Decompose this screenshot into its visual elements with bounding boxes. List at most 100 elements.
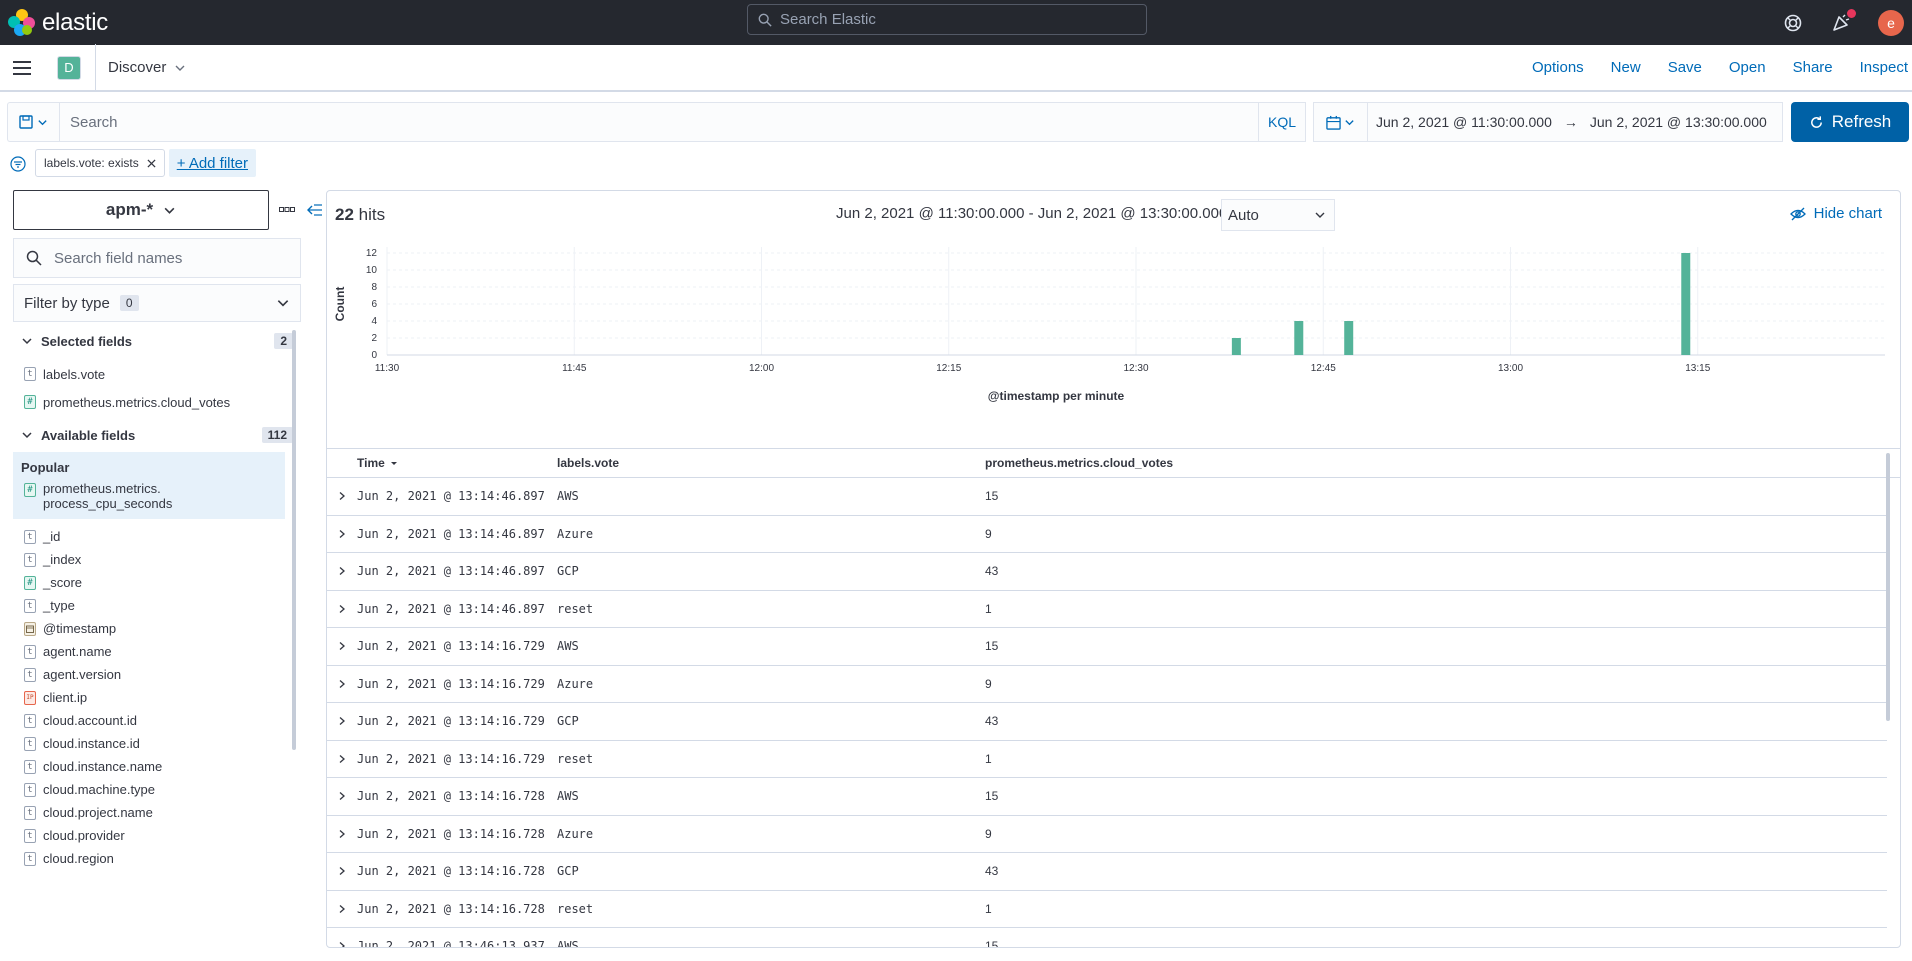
field-item[interactable]: t cloud.provider <box>13 824 298 847</box>
cell-time: Jun 2, 2021 @ 13:14:16.729 <box>357 751 545 766</box>
expand-row-icon[interactable] <box>327 941 357 947</box>
field-item[interactable]: @timestamp <box>13 617 298 640</box>
expand-row-icon[interactable] <box>327 529 357 539</box>
global-search-input[interactable]: Search Elastic <box>747 4 1147 35</box>
collapse-sidebar-icon[interactable] <box>307 203 323 217</box>
expand-row-icon[interactable] <box>327 604 357 614</box>
field-sidebar: apm-* Search field names Filter by type … <box>13 190 322 961</box>
open-link[interactable]: Open <box>1728 59 1766 76</box>
field-item[interactable]: t agent.version <box>13 663 298 686</box>
filter-options-icon[interactable] <box>10 156 26 172</box>
share-link[interactable]: Share <box>1792 59 1833 76</box>
field-item[interactable]: # prometheus.metrics.cloud_votes <box>13 388 298 416</box>
start-date[interactable]: Jun 2, 2021 @ 11:30:00.000 <box>1376 114 1552 130</box>
table-row[interactable]: Jun 2, 2021 @ 13:14:16.729 AWS 15 <box>327 628 1887 666</box>
query-language-button[interactable]: KQL <box>1259 102 1306 142</box>
table-row[interactable]: Jun 2, 2021 @ 13:14:16.728 reset 1 <box>327 891 1887 928</box>
expand-row-icon[interactable] <box>327 904 357 914</box>
hide-chart-button[interactable]: Hide chart <box>1789 205 1882 222</box>
expand-row-icon[interactable] <box>327 754 357 764</box>
menu-toggle-button[interactable] <box>0 44 44 91</box>
field-item[interactable]: t cloud.machine.type <box>13 778 298 801</box>
user-avatar[interactable]: e <box>1878 9 1904 36</box>
help-icon[interactable] <box>1782 12 1804 34</box>
cell-cloud-votes: 15 <box>985 639 999 654</box>
field-item[interactable]: # _score <box>13 571 298 594</box>
interval-select[interactable]: Auto <box>1221 199 1335 231</box>
query-input[interactable]: Search <box>59 102 1259 142</box>
newsfeed-icon[interactable] <box>1830 8 1856 34</box>
cell-labels-vote: Azure <box>557 526 594 541</box>
table-row[interactable]: Jun 2, 2021 @ 13:14:46.897 reset 1 <box>327 591 1887 628</box>
field-item[interactable]: # prometheus.metrics. process_cpu_second… <box>13 481 285 511</box>
table-row[interactable]: Jun 2, 2021 @ 13:14:16.728 GCP 43 <box>327 853 1887 891</box>
calendar-icon <box>1326 115 1341 130</box>
index-pattern-selector[interactable]: apm-* <box>13 190 269 230</box>
string-type-icon: t <box>24 736 36 751</box>
table-row[interactable]: Jun 2, 2021 @ 13:14:16.728 AWS 15 <box>327 778 1887 816</box>
field-search-input[interactable]: Search field names <box>13 238 301 278</box>
column-header-time[interactable]: Time <box>357 456 557 470</box>
table-row[interactable]: Jun 2, 2021 @ 13:14:16.729 Azure 9 <box>327 666 1887 703</box>
table-scrollbar[interactable] <box>1886 453 1890 721</box>
expand-row-icon[interactable] <box>327 566 357 576</box>
elastic-logo[interactable]: elastic <box>8 8 108 37</box>
new-link[interactable]: New <box>1610 59 1641 76</box>
chevron-down-icon <box>22 432 32 439</box>
filter-pill[interactable]: labels.vote: exists <box>35 149 165 177</box>
date-picker[interactable]: Jun 2, 2021 @ 11:30:00.000 → Jun 2, 2021… <box>1313 102 1783 142</box>
field-item[interactable]: t cloud.project.name <box>13 801 298 824</box>
chart-time-range: Jun 2, 2021 @ 11:30:00.000 - Jun 2, 2021… <box>836 205 1228 222</box>
table-row[interactable]: Jun 2, 2021 @ 13:14:16.729 GCP 43 <box>327 703 1887 741</box>
options-link[interactable]: Options <box>1531 59 1584 76</box>
quick-select-button[interactable] <box>1314 103 1368 141</box>
available-fields-header[interactable]: Available fields 112 <box>13 422 298 448</box>
query-bar: Search KQL Jun 2, 2021 @ 11:30:00.000 → … <box>7 102 1910 142</box>
expand-row-icon[interactable] <box>327 791 357 801</box>
field-item[interactable]: t _id <box>13 525 298 548</box>
table-row[interactable]: Jun 2, 2021 @ 13:14:16.728 Azure 9 <box>327 816 1887 853</box>
cell-labels-vote: AWS <box>557 639 579 654</box>
number-type-icon: # <box>24 395 36 409</box>
column-header-cloud-votes[interactable]: prometheus.metrics.cloud_votes <box>985 456 1174 470</box>
space-selector[interactable]: D <box>57 55 81 80</box>
inspect-link[interactable]: Inspect <box>1859 59 1908 76</box>
breadcrumb[interactable]: Discover <box>108 59 186 76</box>
field-item[interactable]: t agent.name <box>13 640 298 663</box>
refresh-button[interactable]: Refresh <box>1791 102 1909 142</box>
selected-fields-header[interactable]: Selected fields 2 <box>13 328 298 354</box>
field-item[interactable]: t cloud.instance.id <box>13 732 298 755</box>
table-row[interactable]: Jun 2, 2021 @ 13:14:16.729 reset 1 <box>327 741 1887 778</box>
available-fields-list: t _id t _index # _score t _type @timestamp t agent… <box>13 525 298 870</box>
cell-cloud-votes: 43 <box>985 564 999 579</box>
more-options-icon[interactable] <box>279 207 295 213</box>
expand-row-icon[interactable] <box>327 866 357 876</box>
sidebar-scrollbar[interactable] <box>292 330 296 750</box>
column-header-labels-vote[interactable]: labels.vote <box>557 456 620 470</box>
field-item[interactable]: t cloud.account.id <box>13 709 298 732</box>
expand-row-icon[interactable] <box>327 679 357 689</box>
field-item[interactable]: t cloud.instance.name <box>13 755 298 778</box>
saved-query-button[interactable] <box>7 102 59 142</box>
end-date[interactable]: Jun 2, 2021 @ 13:30:00.000 <box>1589 114 1767 130</box>
field-item[interactable]: t cloud.region <box>13 847 298 870</box>
table-row[interactable]: Jun 2, 2021 @ 13:14:46.897 GCP 43 <box>327 553 1887 591</box>
expand-row-icon[interactable] <box>327 829 357 839</box>
save-link[interactable]: Save <box>1667 59 1702 76</box>
field-item[interactable]: t _type <box>13 594 298 617</box>
table-row[interactable]: Jun 2, 2021 @ 13:14:46.897 AWS 15 <box>327 478 1887 516</box>
histogram-bar <box>1344 321 1354 355</box>
sort-down-icon[interactable] <box>390 459 398 467</box>
expand-row-icon[interactable] <box>327 716 357 726</box>
field-item[interactable]: t labels.vote <box>13 360 298 388</box>
close-icon[interactable] <box>147 158 156 168</box>
expand-row-icon[interactable] <box>327 491 357 501</box>
field-item[interactable]: t _index <box>13 548 298 571</box>
table-row[interactable]: Jun 2, 2021 @ 13:46:13.937 AWS 15 <box>327 928 1887 947</box>
field-item[interactable]: IP client.ip <box>13 686 298 709</box>
string-type-icon: t <box>24 782 36 797</box>
expand-row-icon[interactable] <box>327 641 357 651</box>
add-filter-button[interactable]: + Add filter <box>168 149 257 177</box>
table-row[interactable]: Jun 2, 2021 @ 13:14:46.897 Azure 9 <box>327 516 1887 553</box>
filter-by-type-button[interactable]: Filter by type 0 <box>13 284 301 322</box>
